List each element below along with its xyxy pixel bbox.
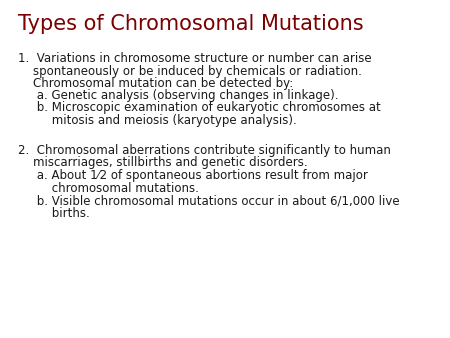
Text: a. Genetic analysis (observing changes in linkage).: a. Genetic analysis (observing changes i…	[18, 89, 338, 102]
Text: mitosis and meiosis (karyotype analysis).: mitosis and meiosis (karyotype analysis)…	[18, 114, 297, 127]
Text: births.: births.	[18, 207, 90, 219]
Text: spontaneously or be induced by chemicals or radiation.: spontaneously or be induced by chemicals…	[18, 65, 362, 78]
Text: 1.  Variations in chromosome structure or number can arise: 1. Variations in chromosome structure or…	[18, 52, 372, 65]
Text: Types of Chromosomal Mutations: Types of Chromosomal Mutations	[18, 14, 364, 33]
Text: miscarriages, stillbirths and genetic disorders.: miscarriages, stillbirths and genetic di…	[18, 156, 308, 169]
Text: chromosomal mutations.: chromosomal mutations.	[18, 182, 199, 194]
Text: b. Visible chromosomal mutations occur in about 6/1,000 live: b. Visible chromosomal mutations occur i…	[18, 194, 400, 207]
Text: 2.  Chromosomal aberrations contribute significantly to human: 2. Chromosomal aberrations contribute si…	[18, 144, 391, 156]
Text: Chromosomal mutation can be detected by:: Chromosomal mutation can be detected by:	[18, 77, 293, 90]
Text: a. About 1⁄2 of spontaneous abortions result from major: a. About 1⁄2 of spontaneous abortions re…	[18, 169, 368, 182]
Text: b. Microscopic examination of eukaryotic chromosomes at: b. Microscopic examination of eukaryotic…	[18, 101, 381, 114]
